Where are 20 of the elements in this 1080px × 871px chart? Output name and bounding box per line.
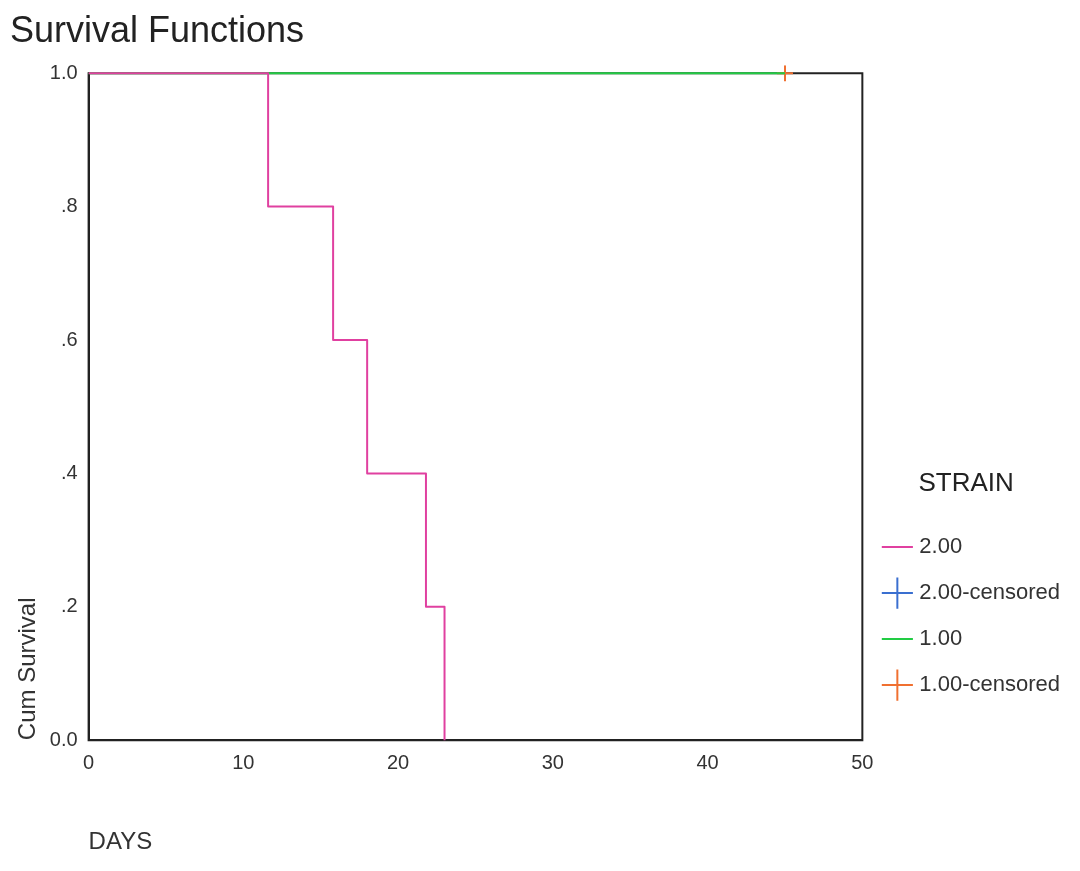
x-tick-label: 20 xyxy=(386,750,410,773)
legend-label: 2.00-censored xyxy=(919,579,1061,605)
legend-label: 1.00 xyxy=(919,625,963,651)
x-tick-label: 30 xyxy=(541,750,564,773)
y-tick-label: .4 xyxy=(60,460,78,483)
y-tick-label: .2 xyxy=(60,594,78,617)
y-tick-label: 1.0 xyxy=(49,60,78,83)
y-tick-label: 0.0 xyxy=(49,727,78,750)
x-tick-label: 50 xyxy=(851,750,874,773)
x-axis-title: DAYS xyxy=(88,827,153,855)
x-tick-label: 40 xyxy=(696,750,719,773)
legend-title: STRAIN xyxy=(918,467,1014,498)
chart-title: Survival Functions xyxy=(10,8,305,50)
legend-label: 1.00-censored xyxy=(919,671,1061,697)
legend-label: 2.00 xyxy=(919,533,963,559)
y-axis-title: Cum Survival xyxy=(13,597,41,741)
x-tick-label: 10 xyxy=(232,750,255,773)
x-tick-label: 0 xyxy=(83,750,95,773)
y-tick-label: .8 xyxy=(60,194,78,217)
y-tick-label: .6 xyxy=(60,327,78,350)
